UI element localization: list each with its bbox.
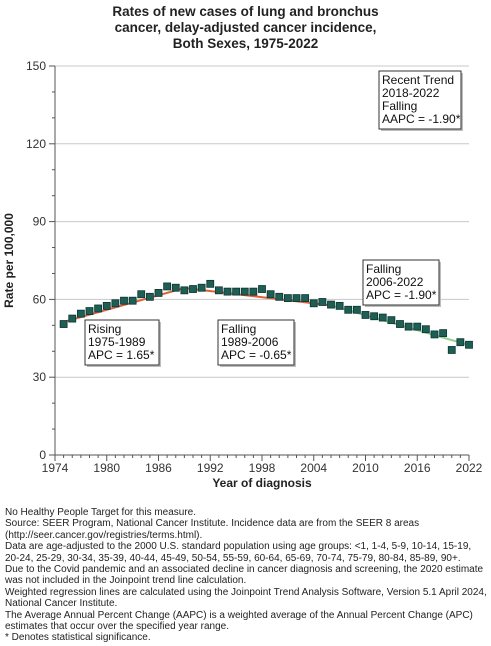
incidence-chart: 0 30 60 90 120 150 1974 1980 1986 1992 1998 2004 201… — [2, 59, 483, 490]
segment-label-box — [362, 259, 440, 306]
x-tick-label: 1974 — [42, 461, 69, 475]
segment-label-box-text: 1975-1989 — [88, 335, 146, 349]
data-point — [120, 296, 128, 305]
data-point — [275, 292, 284, 301]
x-tick-label: 1986 — [145, 461, 172, 475]
data-point — [197, 283, 206, 292]
footnote: Weighted regression lines are calculated… — [5, 586, 487, 610]
data-point — [59, 320, 68, 328]
data-point — [456, 338, 465, 347]
y-tick-label: 0 — [39, 448, 46, 462]
data-point — [327, 300, 335, 309]
trend-line — [184, 286, 332, 307]
chart-title: Rates of new cases of lung and bronchus … — [0, 4, 491, 52]
footnote: * Denotes statistical significance. — [5, 632, 151, 644]
data-point — [335, 301, 344, 310]
data-point — [68, 314, 77, 323]
chart-title-line: cancer, delay-adjusted cancer incidence, — [114, 20, 377, 35]
data-point — [232, 287, 241, 296]
data-point — [421, 325, 430, 334]
data-point — [189, 285, 197, 293]
chart-title-line: Both Sexes, 1975-2022 — [172, 36, 319, 51]
segment-label-box-text: APC = 1.65* — [88, 348, 155, 362]
x-tick-label: 2010 — [352, 461, 379, 475]
segment-label-box-text: 2006-2022 — [366, 275, 424, 289]
recent-trend-box-text: Falling — [382, 99, 417, 113]
data-point — [465, 340, 473, 349]
data-point — [318, 298, 327, 306]
data-point — [206, 279, 215, 288]
footnote: No Healthy People Target for this measur… — [5, 507, 197, 518]
data-point — [94, 304, 103, 313]
data-point — [85, 307, 94, 315]
data-point — [344, 305, 353, 314]
x-axis-label: Year of diagnosis — [212, 476, 312, 490]
y-tick-label: 30 — [33, 370, 47, 384]
data-point — [370, 312, 379, 321]
data-point — [128, 296, 137, 305]
segment-label-box-text: APC = -1.90* — [366, 288, 437, 302]
chart-title-line: Rates of new cases of lung and bronchus — [112, 4, 379, 19]
segment-label-box-text: Falling — [221, 322, 256, 336]
data-point — [283, 294, 292, 303]
data-point — [413, 322, 422, 331]
recent-trend-box-text: AAPC = -1.90* — [382, 112, 461, 126]
data-point — [102, 301, 111, 310]
segment-label-box-text: Falling — [366, 262, 401, 276]
x-tick-label: 1992 — [197, 461, 224, 475]
data-point — [180, 286, 189, 295]
recent-trend-box-text: 2018-2022 — [382, 86, 440, 100]
data-point — [223, 287, 232, 296]
data-point — [396, 320, 404, 328]
x-tick-label: 1980 — [93, 461, 120, 475]
y-tick-label: 150 — [26, 59, 46, 73]
data-point — [404, 322, 413, 331]
footnotes: No Healthy People Target for this measur… — [5, 507, 487, 644]
footnote: Due to the Covid pandemic and an associa… — [5, 564, 484, 587]
data-point — [309, 299, 318, 308]
x-tick-label: 2004 — [300, 461, 327, 475]
data-point — [292, 294, 301, 303]
recent-trend-box-text: Recent Trend — [382, 73, 454, 87]
x-tick-label: 1998 — [249, 461, 276, 475]
segment-label-box-text: APC = -0.65* — [221, 348, 292, 362]
data-point — [154, 289, 163, 297]
data-point — [240, 287, 249, 296]
data-point — [439, 329, 448, 338]
data-point — [430, 330, 439, 339]
data-point — [249, 287, 258, 296]
segment-label-box-text: 1989-2006 — [221, 335, 279, 349]
data-point — [447, 346, 456, 354]
footnote: Source: SEER Program, National Cancer In… — [5, 518, 420, 541]
data-point — [387, 316, 396, 325]
footnote: The Average Annual Percent Change (AAPC)… — [5, 609, 473, 633]
x-tick-label: 2022 — [456, 461, 483, 475]
data-point — [301, 294, 310, 303]
segment-label-box — [84, 319, 160, 366]
data-point — [163, 282, 172, 291]
data-point — [214, 286, 223, 295]
data-point — [352, 305, 361, 314]
data-point — [266, 290, 275, 299]
recent-trend-box — [378, 70, 462, 130]
data-point — [145, 292, 154, 301]
data-point — [137, 290, 146, 299]
y-tick-label: 60 — [33, 292, 47, 306]
data-point — [76, 309, 85, 318]
data-point — [171, 283, 180, 292]
segment-label-box — [217, 319, 295, 366]
y-tick-label: 90 — [33, 215, 47, 229]
data-point — [258, 285, 266, 293]
y-axis-label: Rate per 100,000 — [2, 213, 16, 308]
segment-label-box-text: Rising — [88, 322, 121, 336]
x-tick-label: 2016 — [404, 461, 431, 475]
data-point — [378, 313, 387, 322]
footnote: Data are age-adjusted to the 2000 U.S. s… — [5, 541, 472, 564]
data-point — [361, 311, 370, 319]
y-tick-label: 120 — [26, 137, 46, 151]
data-point — [111, 299, 120, 308]
